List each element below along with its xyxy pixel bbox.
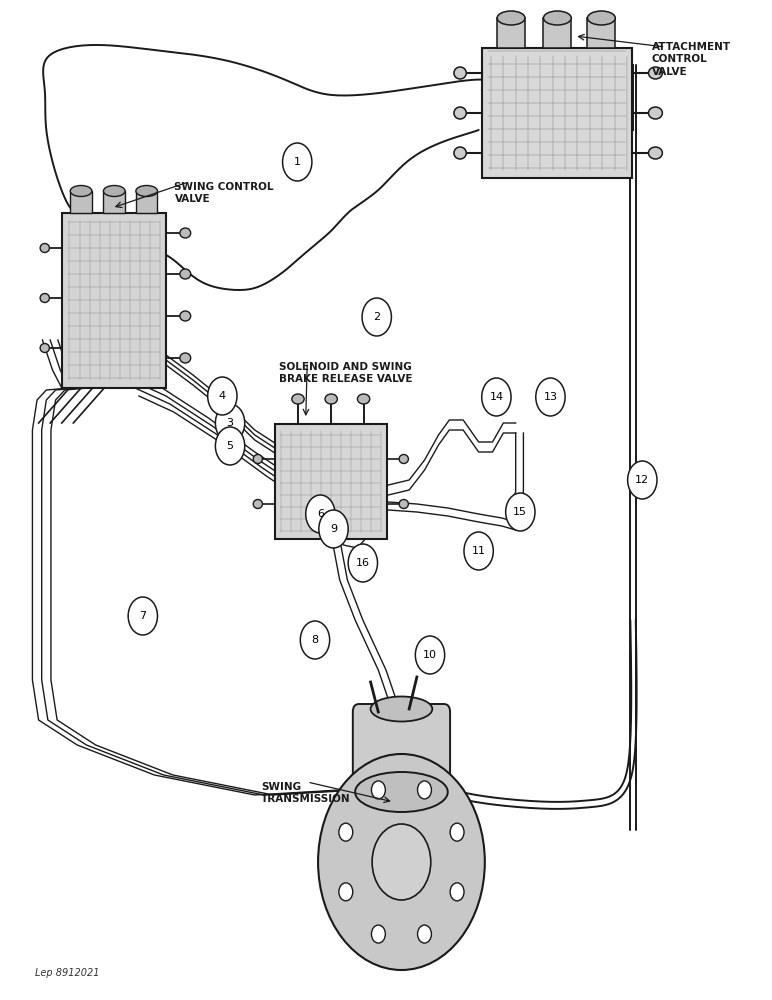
Circle shape: [339, 883, 353, 901]
Text: 5: 5: [226, 441, 234, 451]
Circle shape: [319, 510, 348, 548]
Text: 2: 2: [373, 312, 381, 322]
Text: SOLENOID AND SWING
BRAKE RELEASE VALVE: SOLENOID AND SWING BRAKE RELEASE VALVE: [279, 362, 413, 384]
Ellipse shape: [648, 107, 662, 119]
Text: 3: 3: [226, 418, 234, 428]
Circle shape: [348, 544, 378, 582]
Circle shape: [371, 925, 385, 943]
Circle shape: [283, 143, 312, 181]
Ellipse shape: [454, 147, 466, 159]
Text: 10: 10: [423, 650, 437, 660]
Text: SWING CONTROL
VALVE: SWING CONTROL VALVE: [174, 182, 274, 204]
Circle shape: [482, 378, 511, 416]
Circle shape: [418, 781, 432, 799]
Ellipse shape: [454, 107, 466, 119]
Text: 13: 13: [543, 392, 557, 402]
Ellipse shape: [371, 696, 432, 722]
Ellipse shape: [355, 772, 448, 812]
Circle shape: [215, 427, 245, 465]
Circle shape: [208, 377, 237, 415]
Text: 1: 1: [293, 157, 301, 167]
FancyBboxPatch shape: [353, 704, 450, 795]
Circle shape: [362, 298, 391, 336]
Text: 4: 4: [218, 391, 226, 401]
Ellipse shape: [40, 344, 49, 353]
Ellipse shape: [454, 67, 466, 79]
Ellipse shape: [325, 394, 337, 404]
Bar: [497, 18, 525, 48]
Bar: [587, 18, 615, 48]
Circle shape: [628, 461, 657, 499]
Ellipse shape: [180, 311, 191, 321]
Ellipse shape: [103, 186, 125, 197]
Ellipse shape: [497, 11, 525, 25]
Ellipse shape: [399, 454, 408, 464]
Ellipse shape: [136, 186, 157, 197]
Ellipse shape: [180, 353, 191, 363]
Text: SWING
TRANSMISSION: SWING TRANSMISSION: [261, 782, 350, 804]
Text: 7: 7: [139, 611, 147, 621]
Text: 6: 6: [317, 509, 324, 519]
Text: 15: 15: [513, 507, 527, 517]
Circle shape: [339, 823, 353, 841]
Text: 9: 9: [330, 524, 337, 534]
Text: 14: 14: [489, 392, 503, 402]
Ellipse shape: [587, 11, 615, 25]
Circle shape: [300, 621, 330, 659]
Circle shape: [418, 925, 432, 943]
Ellipse shape: [40, 294, 49, 302]
Circle shape: [372, 824, 431, 900]
Ellipse shape: [180, 269, 191, 279]
Bar: [70, 191, 92, 213]
Ellipse shape: [648, 147, 662, 159]
Ellipse shape: [357, 394, 370, 404]
Circle shape: [450, 883, 464, 901]
Ellipse shape: [292, 394, 304, 404]
Text: 11: 11: [472, 546, 486, 556]
Ellipse shape: [40, 243, 49, 252]
Circle shape: [318, 754, 485, 970]
Bar: [543, 18, 571, 48]
Ellipse shape: [253, 454, 262, 464]
Bar: [103, 191, 125, 213]
Bar: [62, 213, 166, 388]
Ellipse shape: [70, 186, 92, 197]
Text: 12: 12: [635, 475, 649, 485]
Ellipse shape: [399, 499, 408, 508]
Ellipse shape: [180, 228, 191, 238]
Ellipse shape: [543, 11, 571, 25]
Ellipse shape: [253, 499, 262, 508]
Circle shape: [450, 823, 464, 841]
Circle shape: [536, 378, 565, 416]
Circle shape: [215, 404, 245, 442]
Circle shape: [464, 532, 493, 570]
Text: 16: 16: [356, 558, 370, 568]
Ellipse shape: [648, 67, 662, 79]
Circle shape: [306, 495, 335, 533]
Bar: [275, 424, 387, 539]
Text: ATTACHMENT
CONTROL
VALVE: ATTACHMENT CONTROL VALVE: [652, 42, 730, 77]
Circle shape: [371, 781, 385, 799]
Text: Lep 8912021: Lep 8912021: [35, 968, 100, 978]
Circle shape: [506, 493, 535, 531]
Bar: [136, 191, 157, 213]
Text: 8: 8: [311, 635, 319, 645]
Bar: [482, 48, 632, 178]
Circle shape: [415, 636, 445, 674]
Circle shape: [128, 597, 157, 635]
